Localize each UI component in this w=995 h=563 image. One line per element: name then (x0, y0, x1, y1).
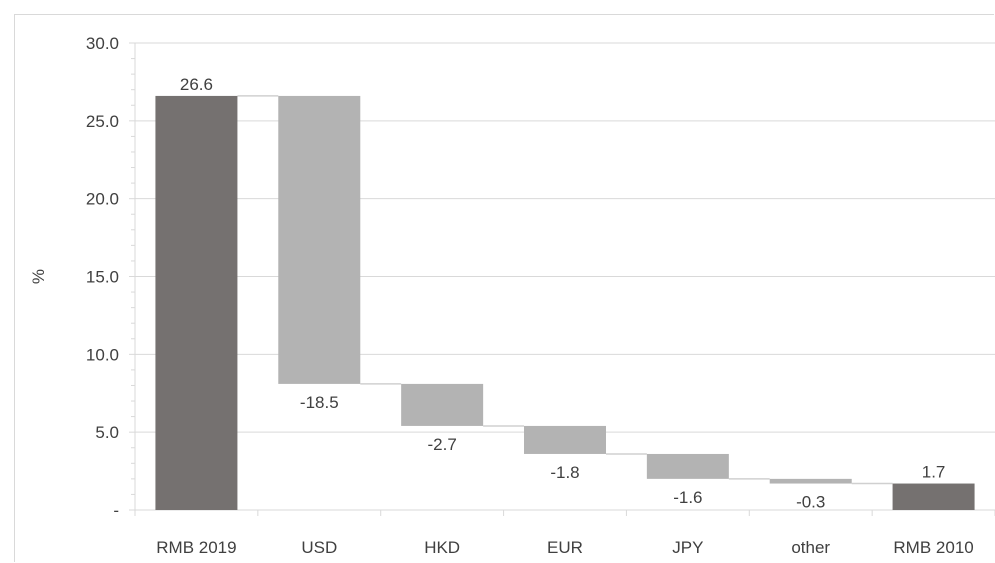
gridlines (135, 42, 995, 433)
x-tick-label: RMB 2010 (893, 538, 973, 557)
data-label: -0.3 (796, 493, 825, 512)
bar-rmb-2010 (892, 483, 975, 510)
y-tick-label: 10.0 (86, 345, 119, 364)
data-label: -18.5 (300, 393, 339, 412)
y-tick-label: 5.0 (95, 423, 119, 442)
value-labels: 26.6 -18.5 -2.7 -1.8 -1.6 -0.3 1.7 (180, 75, 946, 512)
x-tick-label: EUR (547, 538, 583, 557)
x-tick-label: other (791, 538, 830, 557)
bar-other (769, 478, 852, 484)
y-tick-label: 25.0 (86, 112, 119, 131)
x-tick-label: RMB 2019 (156, 538, 236, 557)
axes (129, 42, 995, 516)
x-tick-labels: RMB 2019 USD HKD EUR JPY other RMB 2010 (156, 538, 973, 557)
y-tick-label: - (113, 501, 119, 520)
x-tick-label: USD (301, 538, 337, 557)
connectors (237, 95, 893, 485)
y-tick-labels: - 5.0 10.0 15.0 20.0 25.0 30.0 (86, 34, 119, 520)
data-label: -1.6 (673, 488, 702, 507)
bar-rmb-2019 (155, 95, 238, 510)
bar-eur (524, 425, 606, 454)
x-tick-label: HKD (424, 538, 460, 557)
y-tick-label: 15.0 (86, 268, 119, 287)
bar-hkd (401, 383, 484, 426)
data-label: 1.7 (922, 463, 946, 482)
bar-jpy (646, 453, 729, 479)
x-tick-label: JPY (672, 538, 703, 557)
data-label: -2.7 (427, 435, 456, 454)
y-tick-label: 30.0 (86, 34, 119, 53)
data-label: -1.8 (550, 463, 579, 482)
bar-usd (278, 95, 361, 384)
y-tick-label: 20.0 (86, 190, 119, 209)
y-axis-title: % (29, 269, 48, 284)
chart-frame (14, 14, 994, 562)
data-label: 26.6 (180, 75, 213, 94)
bars (155, 95, 975, 510)
